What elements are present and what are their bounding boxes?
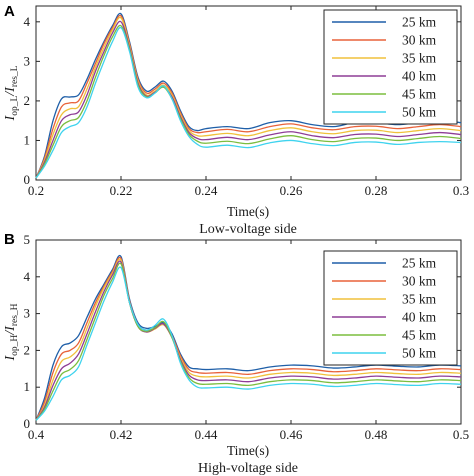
legend-a: 25 km 30 km 35 km 40 km 45 km 50 km	[323, 9, 458, 125]
x-tick-label: 0.4	[28, 427, 45, 442]
caption-a: Low-voltage side	[199, 222, 297, 237]
y-axis-label-a: Iop_L/Ires_L	[3, 65, 20, 121]
y-tick-label: 3	[24, 306, 31, 321]
legend-label: 30 km	[402, 33, 437, 48]
y-tick-label: 3	[24, 53, 31, 68]
y-axis-label-b: Iop_H/Ires_H	[3, 303, 20, 361]
series-line-40km-a	[35, 20, 462, 179]
legend-label: 40 km	[402, 310, 437, 325]
y-tick-label: 0	[24, 416, 31, 431]
legend-label: 25 km	[402, 15, 437, 30]
series-line-25km-b	[35, 254, 462, 421]
legend-label: 40 km	[402, 69, 437, 84]
y-tick-label: 5	[24, 232, 31, 247]
legend-label: 35 km	[402, 292, 437, 307]
x-tick-label: 0.44	[195, 427, 218, 442]
x-tick-label: 0.28	[365, 183, 388, 198]
chart-panel-b: B 0.4 0.42 0.44 0.46 0.48 0.5 0 1 2 3 4 5 25 km 30 k…	[3, 231, 469, 476]
y-tick-label: 1	[24, 379, 31, 394]
legend-box	[323, 250, 458, 366]
y-tick-label: 0	[24, 172, 31, 187]
y-tick-label: 2	[24, 342, 31, 357]
legend-label: 45 km	[402, 328, 437, 343]
panel-letter-b: B	[4, 231, 15, 248]
x-axis-label-b: Time(s)	[227, 443, 269, 458]
panel-letter-a: A	[4, 3, 15, 20]
chart-panel-a: A 0.2 0.22 0.24 0.26 0.28 0.3 0 1 2 3 4 25 km 30 km…	[3, 3, 469, 237]
y-tick-label: 4	[24, 14, 31, 29]
x-tick-label: 0.24	[195, 183, 218, 198]
x-axis-label-a: Time(s)	[227, 204, 269, 219]
legend-box	[323, 9, 458, 125]
x-tick-label: 0.22	[110, 183, 133, 198]
legend-b: 25 km 30 km 35 km 40 km 45 km 50 km	[323, 250, 458, 366]
y-tick-label: 1	[24, 132, 31, 147]
y-tick-label: 2	[24, 93, 31, 108]
x-tick-label: 0.26	[280, 183, 303, 198]
legend-label: 50 km	[402, 105, 437, 120]
x-tick-label: 0.5	[453, 427, 469, 442]
series-line-35km-a	[35, 16, 462, 179]
series-line-30km-a	[35, 14, 462, 179]
series-line-50km-a	[35, 26, 462, 179]
legend-label: 25 km	[402, 256, 437, 271]
x-tick-label: 0.2	[28, 183, 44, 198]
legend-label: 35 km	[402, 51, 437, 66]
legend-label: 30 km	[402, 274, 437, 289]
x-tick-label: 0.46	[280, 427, 303, 442]
x-tick-label: 0.3	[453, 183, 469, 198]
y-tick-label: 4	[24, 269, 31, 284]
x-tick-label: 0.42	[110, 427, 133, 442]
x-tick-label: 0.48	[365, 427, 388, 442]
series-line-50km-b	[35, 266, 462, 421]
caption-b: High-voltage side	[198, 461, 298, 476]
legend-label: 45 km	[402, 87, 437, 102]
legend-label: 50 km	[402, 346, 437, 361]
